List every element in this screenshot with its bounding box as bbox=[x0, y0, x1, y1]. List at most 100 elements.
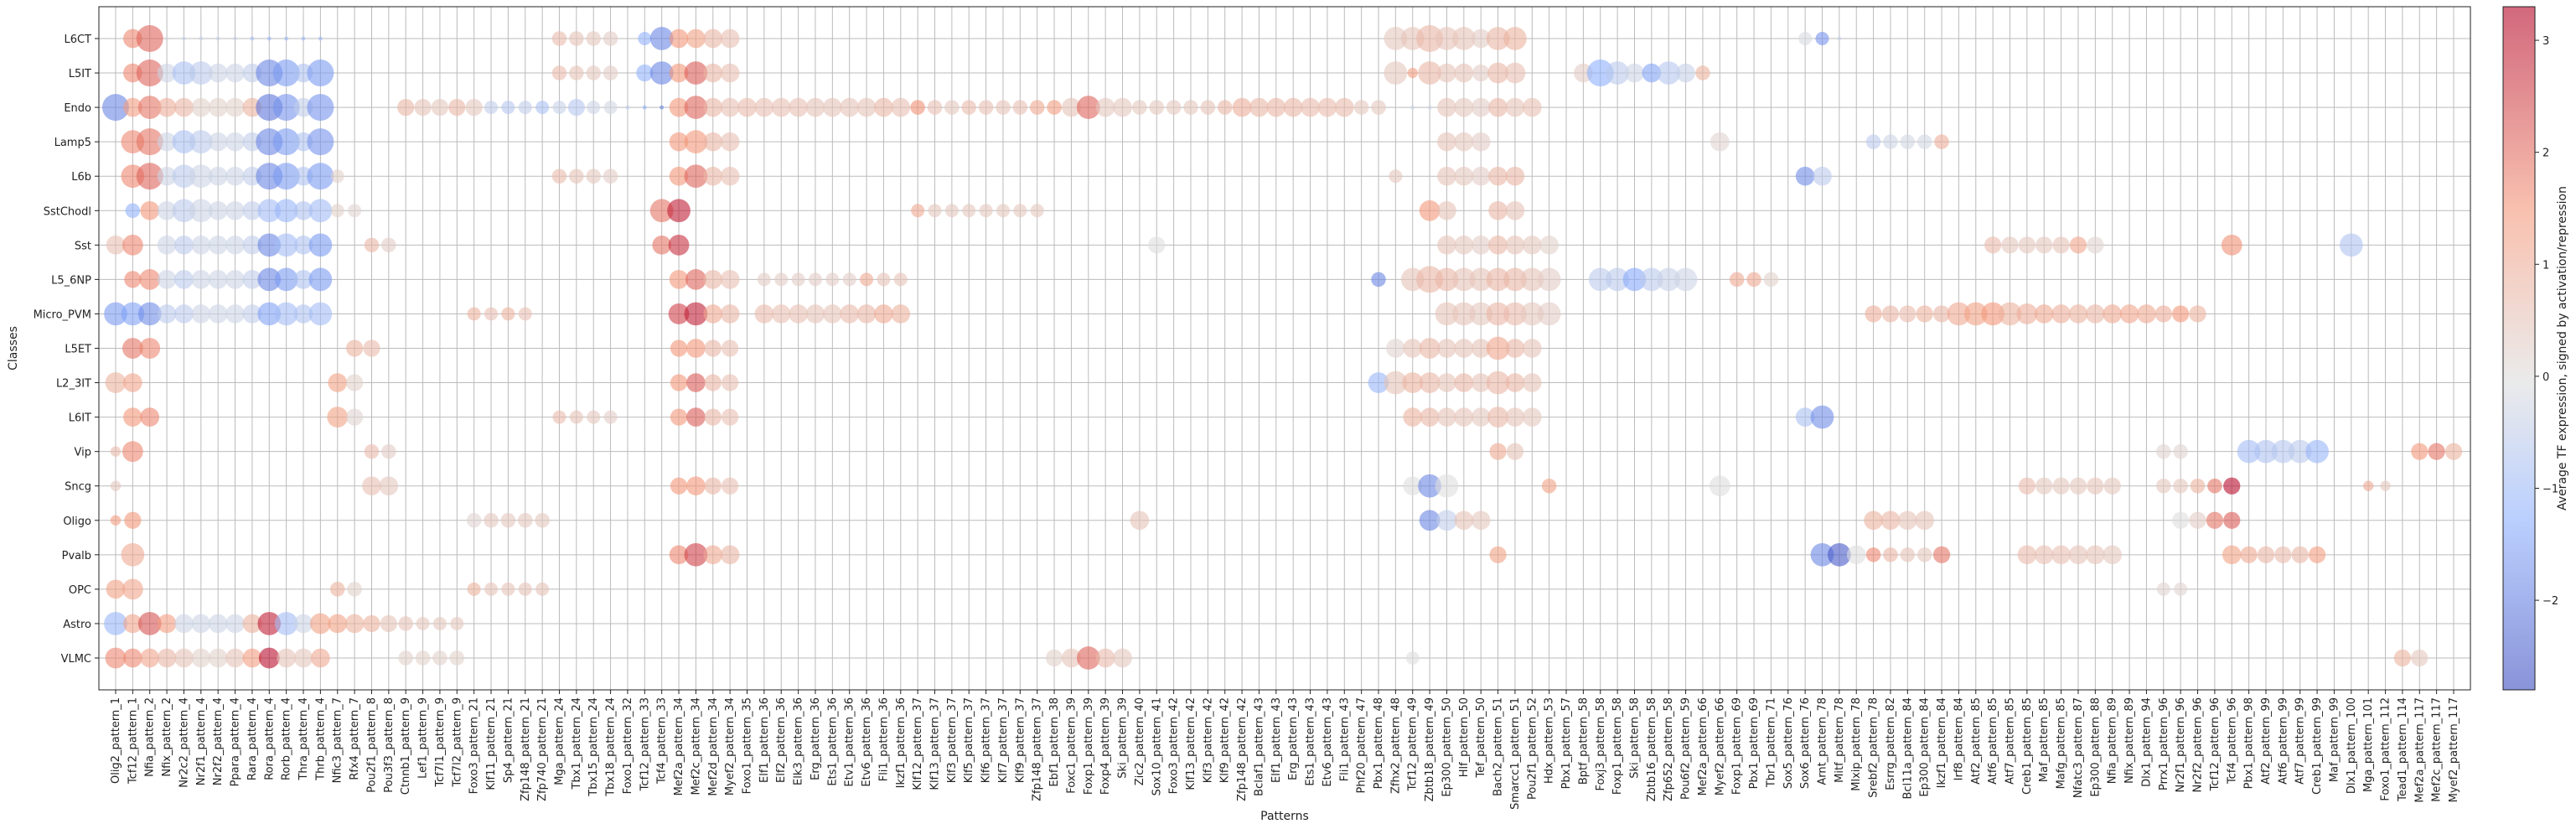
bubble bbox=[2103, 477, 2121, 495]
bubble bbox=[364, 443, 380, 459]
bubble bbox=[257, 233, 282, 257]
bubble bbox=[174, 236, 194, 255]
bubble bbox=[293, 648, 313, 668]
bubble bbox=[805, 97, 825, 117]
bubble bbox=[1828, 542, 1851, 567]
bubble bbox=[137, 302, 162, 326]
bubble bbox=[670, 339, 688, 357]
x-tick-label: Lef1_pattern_9 bbox=[417, 697, 430, 779]
bubble bbox=[174, 648, 194, 668]
x-tick-label: Ikzf1_pattern_36 bbox=[895, 697, 908, 788]
x-tick-label: Fli1_pattern_36 bbox=[877, 697, 890, 781]
bubble bbox=[242, 304, 262, 324]
bubble bbox=[1420, 407, 1440, 427]
x-tick-label: Bach2_pattern_51 bbox=[1492, 697, 1505, 796]
bubble bbox=[720, 545, 740, 565]
bubble bbox=[1095, 97, 1115, 117]
x-tick-label: Klf7_pattern_37 bbox=[997, 697, 1010, 783]
bubble bbox=[2257, 546, 2275, 563]
bubble bbox=[1881, 305, 1900, 323]
x-tick-label: Fli1_pattern_43 bbox=[1338, 697, 1351, 781]
bubble bbox=[102, 94, 129, 122]
bubble bbox=[2018, 477, 2035, 495]
bubble bbox=[893, 272, 908, 287]
bubble bbox=[2190, 478, 2206, 494]
y-tick-label: L5IT bbox=[69, 68, 91, 80]
bubble bbox=[466, 513, 482, 528]
bubble bbox=[703, 97, 723, 117]
x-tick-label: Myef2_pattern_117 bbox=[2448, 697, 2460, 802]
bubble bbox=[1932, 546, 1951, 563]
bubble bbox=[2254, 439, 2278, 464]
bubble bbox=[124, 271, 142, 288]
bubble bbox=[105, 647, 127, 669]
bubble bbox=[432, 616, 447, 630]
bubble bbox=[649, 61, 674, 85]
bubble bbox=[1505, 97, 1525, 117]
bubble bbox=[586, 65, 601, 80]
y-tick-label: Lamp5 bbox=[54, 137, 91, 149]
bubble bbox=[2428, 443, 2445, 460]
x-tick-label: Zfp652_pattern_58 bbox=[1663, 697, 1675, 801]
bubble bbox=[2154, 305, 2172, 323]
bubble bbox=[465, 98, 483, 117]
x-tick-label: Tbx1_pattern_24 bbox=[571, 697, 583, 790]
bubble bbox=[1419, 372, 1441, 393]
bubble bbox=[996, 100, 1011, 115]
bubble bbox=[208, 63, 228, 83]
bubble bbox=[1437, 339, 1456, 358]
bubble bbox=[1489, 443, 1507, 460]
x-tick-label: Dlx1_pattern_94 bbox=[2140, 697, 2153, 787]
bubble bbox=[2052, 477, 2070, 495]
x-tick-label: Foxp1_pattern_69 bbox=[1731, 697, 1744, 795]
x-tick-label: Ski_pattern_39 bbox=[1117, 697, 1130, 779]
x-tick-label: Pbx1_pattern_57 bbox=[1560, 697, 1573, 789]
bubble bbox=[1386, 339, 1405, 358]
bubble bbox=[136, 25, 163, 52]
bubble bbox=[137, 96, 162, 119]
bubble bbox=[172, 199, 196, 223]
bubble bbox=[381, 237, 396, 253]
bubble bbox=[1113, 97, 1132, 117]
bubble bbox=[1503, 302, 1527, 326]
bubble bbox=[1405, 651, 1420, 665]
bubble bbox=[308, 302, 333, 326]
bubble bbox=[518, 101, 532, 115]
bubble bbox=[2051, 545, 2071, 565]
bubble bbox=[704, 408, 722, 426]
bubble bbox=[2206, 511, 2224, 529]
bubble bbox=[669, 63, 689, 83]
y-tick-label: L2_3IT bbox=[56, 378, 91, 391]
bubble bbox=[1695, 65, 1710, 80]
bubble bbox=[136, 60, 163, 87]
bubble bbox=[1588, 267, 1612, 292]
bubble bbox=[2119, 304, 2139, 324]
bubble bbox=[944, 100, 960, 115]
x-tick-label: Zfp148_pattern_37 bbox=[1032, 697, 1044, 801]
bubble bbox=[1353, 100, 1369, 115]
bubble bbox=[1837, 36, 1842, 41]
bubble bbox=[669, 545, 689, 565]
bubble bbox=[189, 164, 213, 189]
bubble bbox=[1471, 166, 1491, 186]
bubble bbox=[979, 204, 993, 218]
x-tick-label: Phf20_pattern_47 bbox=[1356, 697, 1368, 794]
bubble bbox=[137, 612, 162, 635]
x-tick-label: Mga_pattern_24 bbox=[553, 697, 566, 785]
x-tick-label: Nfia_pattern_89 bbox=[2107, 697, 2119, 784]
bubble bbox=[157, 63, 177, 83]
bubble bbox=[266, 36, 272, 41]
bubble bbox=[1915, 510, 1934, 531]
bubble bbox=[2035, 236, 2053, 254]
bubble bbox=[1505, 236, 1525, 255]
x-tick-label: Myef2_pattern_66 bbox=[1714, 697, 1726, 795]
bubble bbox=[208, 236, 228, 255]
bubble bbox=[1389, 169, 1403, 184]
bubble bbox=[1403, 339, 1423, 358]
x-tick-label: Elf1_pattern_36 bbox=[758, 697, 771, 783]
x-tick-label: Tbx18_pattern_24 bbox=[605, 697, 618, 797]
bubble bbox=[1419, 338, 1441, 359]
bubble bbox=[569, 410, 583, 424]
bubble bbox=[208, 166, 228, 186]
bubble bbox=[110, 515, 122, 526]
